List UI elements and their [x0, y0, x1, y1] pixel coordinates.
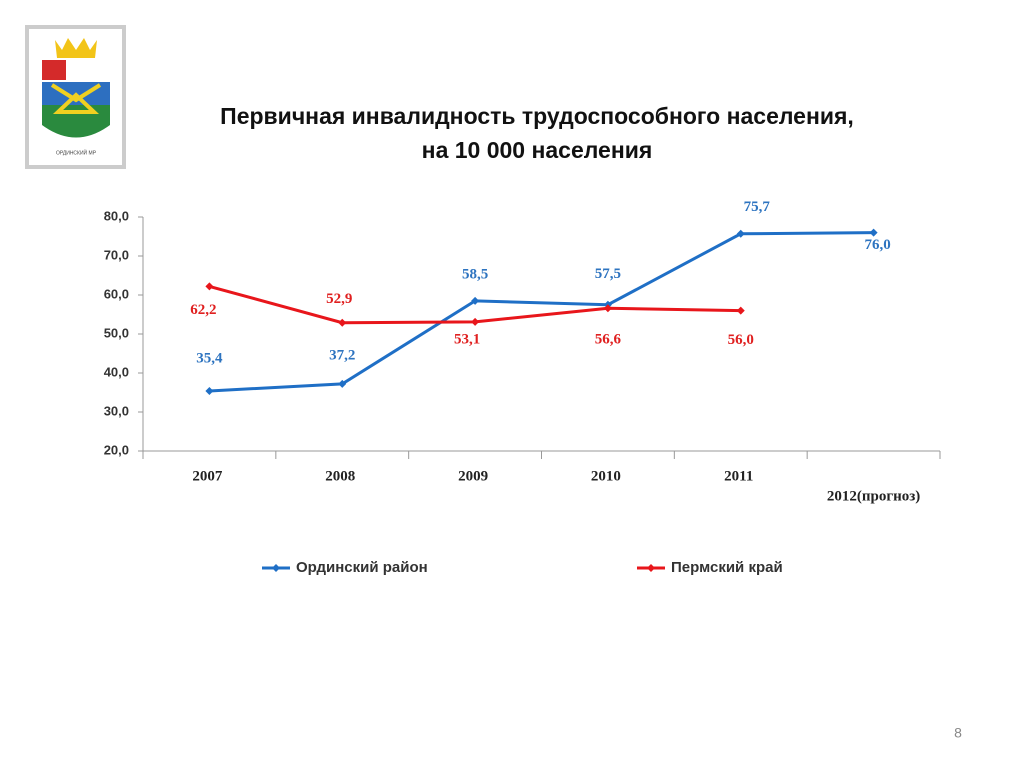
value-label: 62,2 — [190, 302, 216, 318]
value-label: 35,4 — [196, 350, 223, 366]
point — [869, 228, 878, 237]
value-label: 58,5 — [462, 266, 488, 282]
point — [205, 282, 214, 291]
x-tick-label: 2010 — [591, 468, 621, 484]
legend-marker — [272, 564, 280, 572]
y-tick-label: 80,0 — [104, 208, 129, 223]
x-tick-label: 2008 — [325, 468, 355, 484]
legend-marker — [647, 564, 655, 572]
value-label: 75,7 — [744, 199, 771, 215]
y-tick-label: 40,0 — [104, 364, 129, 379]
value-label: 76,0 — [864, 237, 890, 253]
value-label: 53,1 — [454, 331, 480, 347]
value-label: 52,9 — [326, 291, 352, 307]
value-label: 56,0 — [728, 332, 754, 348]
x-tick-label: 2007 — [192, 468, 223, 484]
y-tick-label: 60,0 — [104, 286, 129, 301]
y-tick-label: 30,0 — [104, 403, 129, 418]
y-tick-label: 70,0 — [104, 247, 129, 262]
page-number: 8 — [954, 725, 962, 741]
value-label: 57,5 — [595, 266, 621, 282]
point — [338, 318, 347, 327]
chart-title: Первичная инвалидность трудоспособного н… — [220, 103, 854, 129]
point — [603, 304, 612, 313]
legend-label: Ординский район — [296, 559, 428, 576]
chart-title: на 10 000 населения — [422, 137, 653, 163]
point — [338, 379, 347, 388]
point — [205, 386, 214, 395]
logo: ОРДИНСКИЙ МР — [25, 25, 126, 169]
legend-label: Пермский край — [671, 559, 783, 576]
point — [471, 317, 480, 326]
x-tick-label: 2012(прогноз) — [827, 488, 920, 504]
value-label: 37,2 — [329, 347, 355, 363]
point — [736, 229, 745, 238]
value-label: 56,6 — [595, 332, 622, 348]
point — [736, 306, 745, 315]
logo-text: ОРДИНСКИЙ МР — [56, 148, 97, 156]
x-tick-label: 2009 — [458, 468, 488, 484]
point — [471, 296, 480, 305]
y-tick-label: 20,0 — [104, 442, 129, 457]
x-tick-label: 2011 — [724, 468, 753, 484]
series-line — [209, 231, 874, 393]
y-tick-label: 50,0 — [104, 325, 129, 340]
